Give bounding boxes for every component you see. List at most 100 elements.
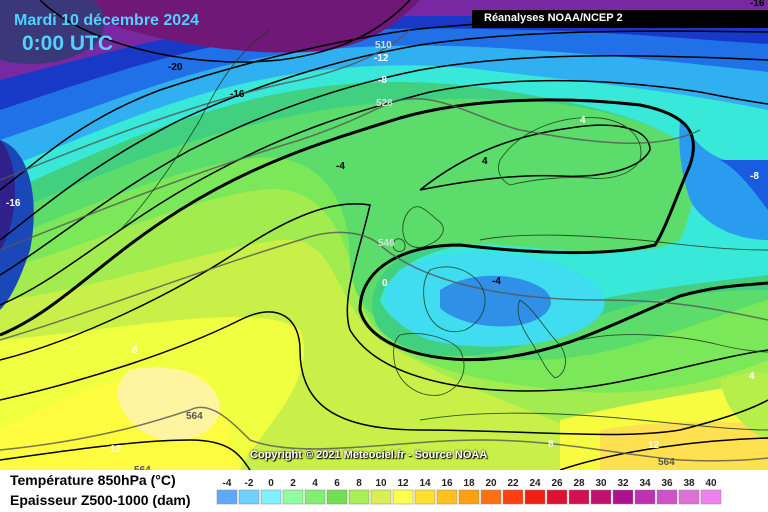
scale-tick-label: 34 xyxy=(639,478,651,489)
scale-tick-label: 22 xyxy=(507,478,519,489)
east-cold-core xyxy=(720,160,768,210)
color-scale: -4 -2 0 2 4 6 8 10 12 14 16 18 20 22 24 26 28 30 32 34 36 38 4… xyxy=(216,478,722,505)
scale-tick-label: 2 xyxy=(290,478,296,489)
thickness-510 xyxy=(0,29,411,181)
scale-tick-label: 14 xyxy=(419,478,431,489)
scale-swatch xyxy=(480,489,502,505)
scale-tick-label: 40 xyxy=(705,478,717,489)
scale-swatch xyxy=(304,489,326,505)
label-t-m8: -8 xyxy=(378,75,387,86)
scale-swatch xyxy=(436,489,458,505)
label-t-4-mid: 4 xyxy=(482,156,488,167)
scale-tick-label: 6 xyxy=(334,478,340,489)
isotherm-8 xyxy=(0,311,768,436)
scale-tick-label: 36 xyxy=(661,478,673,489)
iberia xyxy=(393,333,465,396)
scale-tick-label: 12 xyxy=(397,478,409,489)
scale-swatch xyxy=(612,489,634,505)
isotherm-4-scandinavia xyxy=(419,124,651,191)
temperature-field: -20 -16 -12 -8 -4 4 4 0 -4 8 12 -8 4 8 1… xyxy=(0,0,768,470)
scale-swatch xyxy=(546,489,568,505)
scale-swatch xyxy=(524,489,546,505)
scale-tick-label: -4 xyxy=(223,478,232,489)
label-z-564-south: 564 xyxy=(134,465,151,470)
label-t-4-east: 4 xyxy=(749,371,755,382)
scale-swatch xyxy=(568,489,590,505)
label-z-546: 546 xyxy=(378,238,395,249)
label-z-564-east: 564 xyxy=(658,457,675,468)
scale-swatch xyxy=(282,489,304,505)
scale-tick-label: 10 xyxy=(375,478,387,489)
scale-swatch xyxy=(216,489,238,505)
atlantic-warm-core xyxy=(117,367,220,441)
variable-temperature-label: Température 850hPa (°C) xyxy=(10,472,176,488)
north-africa-coast xyxy=(419,412,768,431)
scale-swatch xyxy=(414,489,436,505)
great-britain xyxy=(402,206,444,248)
scale-swatch xyxy=(370,489,392,505)
scale-tick-label: 32 xyxy=(617,478,629,489)
scale-tick-label: 28 xyxy=(573,478,585,489)
label-t-m12: -12 xyxy=(374,53,389,64)
contour-labels: -20 -16 -12 -8 -4 4 4 0 -4 8 12 -8 4 8 1… xyxy=(6,0,765,470)
thickness-564 xyxy=(0,406,768,462)
greenland-coast xyxy=(119,29,271,231)
thickness-528 xyxy=(0,97,701,251)
band-m20 xyxy=(60,0,420,53)
france xyxy=(423,266,486,332)
copyright-notice: Copyright © 2021 Meteociel.fr - Source N… xyxy=(250,449,488,461)
scale-swatch xyxy=(458,489,480,505)
west-cold-core xyxy=(0,140,15,250)
scandinavia xyxy=(498,117,642,186)
label-t-m16: -16 xyxy=(230,89,245,100)
scale-swatch xyxy=(348,489,370,505)
label-t-8-west: 8 xyxy=(132,345,138,356)
scale-tick-label: 26 xyxy=(551,478,563,489)
cold-pool-m4 xyxy=(440,275,551,327)
label-t-4-north: 4 xyxy=(580,115,586,126)
scale-tick-label: 30 xyxy=(595,478,607,489)
scale-swatch xyxy=(502,489,524,505)
scale-tick-label: -2 xyxy=(245,478,254,489)
label-t-m20: -20 xyxy=(168,62,183,73)
scale-swatch xyxy=(260,489,282,505)
scale-tick-label: 4 xyxy=(312,478,318,489)
weather-map: -20 -16 -12 -8 -4 4 4 0 -4 8 12 -8 4 8 1… xyxy=(0,0,768,470)
source-label: Réanalyses NOAA/NCEP 2 xyxy=(484,12,623,24)
label-z-528: 528 xyxy=(376,98,393,109)
isotherm-12 xyxy=(0,439,251,470)
scale-swatch xyxy=(326,489,348,505)
scale-swatch xyxy=(590,489,612,505)
label-t-m4-france: -4 xyxy=(492,276,501,287)
label-z-564-west: 564 xyxy=(186,411,203,422)
greenland-cold xyxy=(0,0,105,64)
scale-tick-label: 16 xyxy=(441,478,453,489)
label-t-8-south: 8 xyxy=(548,439,554,450)
ireland xyxy=(393,238,406,252)
scale-tick-label: 20 xyxy=(485,478,497,489)
thickness-546 xyxy=(0,231,768,341)
isotherm-12-east xyxy=(559,437,768,470)
coastlines xyxy=(119,29,768,431)
scale-swatch xyxy=(392,489,414,505)
isotherm-4 xyxy=(0,203,768,392)
label-t-m8-east: -8 xyxy=(750,171,759,182)
label-t-m16-west: -16 xyxy=(6,198,21,209)
north-europe-coast xyxy=(479,234,768,251)
label-t-0: 0 xyxy=(382,278,388,289)
scale-tick-label: 18 xyxy=(463,478,475,489)
balkans-coast xyxy=(579,334,768,353)
scale-tick-label: 8 xyxy=(356,478,362,489)
label-t-m4: -4 xyxy=(336,161,345,172)
isotherm-m20 xyxy=(39,0,411,63)
isotherm-0 xyxy=(0,98,768,362)
label-t-12-west: 12 xyxy=(110,444,122,455)
scale-tick-label: 38 xyxy=(683,478,695,489)
east-med-band xyxy=(720,372,768,440)
scale-swatch xyxy=(634,489,656,505)
scale-tick-label: 24 xyxy=(529,478,541,489)
isotherm-m12 xyxy=(0,30,768,241)
map-date: Mardi 10 décembre 2024 xyxy=(14,12,199,29)
scale-swatch xyxy=(678,489,700,505)
scale-swatch xyxy=(238,489,260,505)
